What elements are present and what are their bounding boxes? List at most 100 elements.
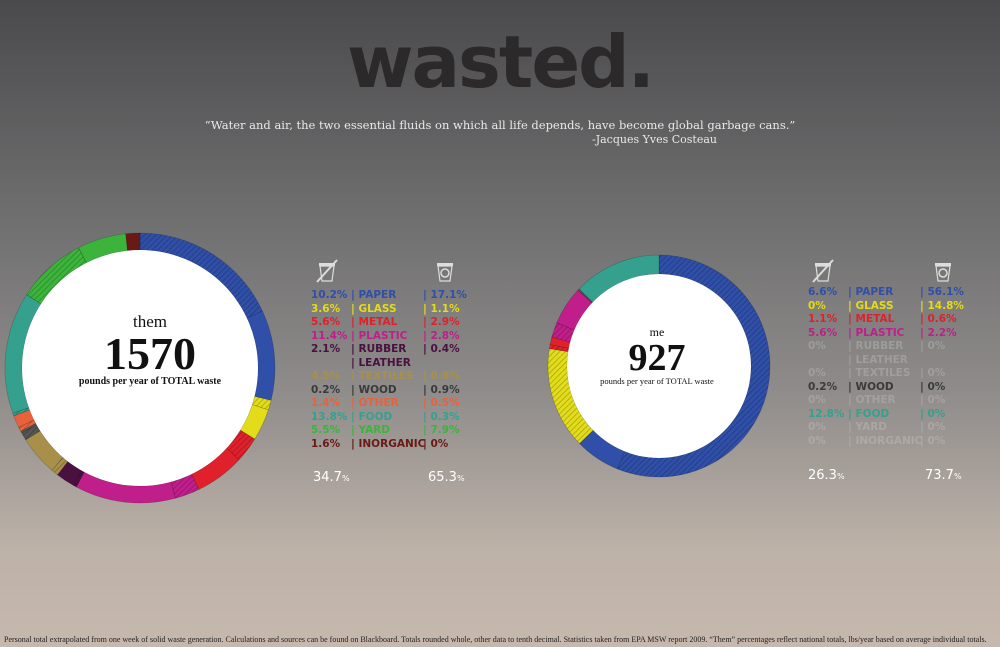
me-recycle-total: 73.7%	[925, 468, 962, 483]
legend-category: | INORGANIC	[351, 437, 426, 450]
legend-trash-value: 5.5%	[311, 424, 341, 436]
me-total: 927	[628, 337, 686, 379]
chart-them-slice-metal-hatch	[226, 430, 255, 460]
legend-row-paper: 10.2% | PAPER | 17.1%	[311, 289, 481, 303]
legend-row-leather: | LEATHER	[808, 354, 978, 368]
legend-category: | METAL	[848, 313, 895, 325]
legend-category: | PAPER	[351, 289, 397, 301]
legend-recycle-value: | 0%	[920, 407, 946, 420]
legend-recycle-value: | 0.4%	[423, 343, 460, 355]
them-recycle-total: 65.3%	[428, 470, 465, 485]
footer-note: Personal total extrapolated from one wee…	[4, 635, 987, 644]
legend-category: | FOOD	[848, 407, 890, 420]
legend-row-metal: 1.1% | METAL | 0.6%	[808, 313, 978, 327]
legend-row-inorganic: 1.6% | INORGANIC | 0%	[311, 438, 481, 452]
legend-category: | INORGANIC	[848, 434, 923, 447]
them-title: them	[133, 312, 167, 331]
recycle-icon	[935, 263, 951, 282]
legend-trash-value: 11.4%	[311, 329, 348, 342]
chart-them-slice-rubber-hatch	[73, 470, 85, 488]
legend-category: | RUBBER	[848, 340, 904, 352]
chart-me-slice-glass-hatch	[548, 348, 594, 444]
legend-row-food: 12.8% | FOOD | 0%	[808, 408, 978, 422]
chart-me-donut	[547, 254, 771, 478]
them-unit: pounds per year of TOTAL waste	[78, 376, 222, 387]
legend-trash-value: 13.8%	[311, 410, 348, 423]
legend-recycle-value: | 0.9%	[423, 383, 460, 396]
legend-recycle-value: | 1.1%	[423, 302, 460, 315]
page-title: wasted.	[346, 20, 655, 104]
legend-category: | LEATHER	[848, 353, 908, 366]
legend-recycle-value: | 0%	[920, 434, 946, 447]
legend-row-other: 0% | OTHER | 0%	[808, 394, 978, 408]
legend-recycle-value: | 0%	[920, 367, 946, 379]
legend-trash-value: 4.5%	[311, 370, 341, 382]
me-center-label: me 927 pounds per year of TOTAL waste	[592, 325, 722, 386]
legend-row-plastic: 11.4% | PLASTIC | 2.8%	[311, 330, 481, 344]
chart-me-slice-plastic-hatch	[551, 322, 575, 343]
legend-row-other: 1.4% | OTHER | 0.5%	[311, 397, 481, 411]
legend-recycle-value: | 0%	[920, 340, 946, 352]
me-unit: pounds per year of TOTAL waste	[600, 376, 714, 386]
legend-category: | METAL	[351, 316, 398, 328]
legend-category: | OTHER	[351, 397, 399, 409]
chart-them-slice-other-hatch	[18, 419, 36, 432]
legend-recycle-value: | 0.8%	[423, 370, 460, 382]
legend-trash-value: 1.4%	[311, 397, 341, 409]
chart-me-slice-metal-hatch	[549, 344, 569, 352]
legend-trash-value: 0%	[808, 299, 826, 312]
legend-row-yard: 5.5% | YARD | 7.9%	[311, 424, 481, 438]
legend-recycle-value: | 0%	[920, 421, 946, 433]
trash-crossed-icon	[812, 259, 834, 283]
legend-recycle-value: | 2.2%	[920, 326, 957, 339]
legend-trash-value: 0.2%	[808, 380, 838, 393]
legend-row-metal: 5.6% | METAL | 2.9%	[311, 316, 481, 330]
chart-them-center	[22, 250, 258, 486]
me-title: me	[649, 325, 665, 339]
legend-row-plastic: 5.6% | PLASTIC | 2.2%	[808, 327, 978, 341]
chart-them-donut	[4, 232, 276, 504]
legend-recycle-value: | 14.8%	[920, 299, 964, 312]
legend-category: | WOOD	[848, 380, 894, 393]
legend-row-wood: 0.2% | WOOD | 0%	[808, 381, 978, 395]
legend-row-wood: 0.2% | WOOD | 0.9%	[311, 384, 481, 398]
legend-trash-value: 10.2%	[311, 289, 348, 301]
legend-row-rubber: 0% | RUBBER | 0%	[808, 340, 978, 354]
legend-row-leather: | LEATHER	[311, 357, 481, 371]
legend-category: | GLASS	[351, 302, 397, 315]
legend-row-inorganic: 0% | INORGANIC | 0%	[808, 435, 978, 449]
legend-recycle-value: | 17.1%	[423, 289, 467, 301]
legend-category: | YARD	[848, 421, 888, 433]
legend-recycle-value: | 2.9%	[423, 316, 460, 328]
legend-row-glass: 0% | GLASS | 14.8%	[808, 300, 978, 314]
chart-them-slice-yard-hatch	[26, 247, 87, 304]
legend-recycle-value: | 0%	[423, 437, 449, 450]
legend-row-rubber: 2.1% | RUBBER | 0.4%	[311, 343, 481, 357]
legend-row-food: 13.8% | FOOD | 0.3%	[311, 411, 481, 425]
chart-them-slice-plastic-hatch	[170, 474, 199, 499]
legend-trash-value: 0%	[808, 394, 826, 406]
legend-recycle-value: | 0.5%	[423, 397, 460, 409]
them-center-label: them 1570 pounds per year of TOTAL waste	[60, 312, 240, 387]
legend-trash-value: 1.6%	[311, 437, 341, 450]
legend-recycle-value: | 0%	[920, 380, 946, 393]
chart-me-center	[567, 274, 751, 458]
legend-recycle-value: | 0%	[920, 394, 946, 406]
legend-category: | YARD	[351, 424, 391, 436]
chart-them-slice-glass-hatch	[252, 396, 272, 410]
legend-category: | TEXTILES	[351, 370, 414, 382]
legend-category: | OTHER	[848, 394, 896, 406]
legend-recycle-value: | 0.6%	[920, 313, 957, 325]
legend-recycle-value: | 2.8%	[423, 329, 460, 342]
quote-author: -Jacques Yves Costeau	[592, 133, 718, 146]
me-trash-total: 26.3%	[808, 468, 845, 483]
legend-row-glass: 3.6% | GLASS | 1.1%	[311, 303, 481, 317]
legend-trash-value: 5.6%	[808, 326, 838, 339]
chart-me-slice-paper-hatch	[617, 255, 770, 477]
legend-category: | PAPER	[848, 286, 894, 298]
legend-category: | PLASTIC	[351, 329, 408, 342]
quote-text: “Water and air, the two essential fluids…	[204, 118, 796, 132]
legend-category: | FOOD	[351, 410, 393, 423]
legend-trash-value: 5.6%	[311, 316, 341, 328]
legend-trash-value: 3.6%	[311, 302, 341, 315]
